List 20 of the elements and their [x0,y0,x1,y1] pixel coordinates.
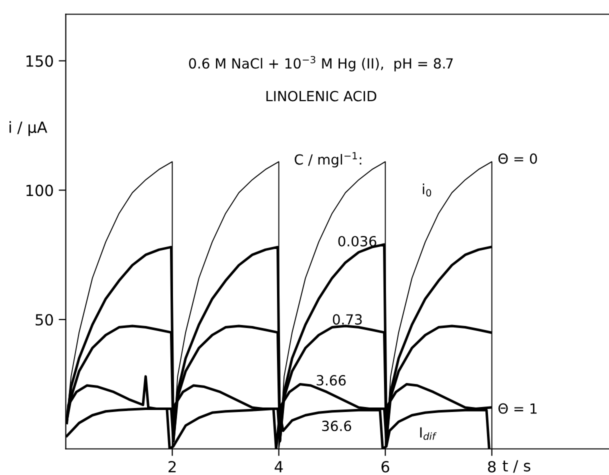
series-label: 0.73 [332,314,362,325]
x-tick-label: 4 [274,461,283,472]
annotation: Θ = 0 [498,153,537,164]
series-label: 3.66 [316,375,346,386]
y-tick-label: 50 [36,314,53,326]
x-tick-label: 6 [382,460,390,473]
x-axis-title: t / s [502,460,530,473]
text: LINOLENIC ACID [266,90,376,102]
text: 0.6 M NaCl + 10$^{−3}$ M Hg (II), pH = 8.7 [189,56,453,72]
y-tick-label: 100 [26,184,53,196]
x-tick-label: 2 [168,460,176,472]
annotation: I$_{dif}$ [420,427,437,440]
annotation: C / mgl$^{−1}$: [294,152,362,168]
y-tick-label: 150 [26,55,53,67]
annotation: i$_{0}$ [422,184,432,197]
series-label: 36.6 [322,420,352,432]
x-tick-label: 8 [488,460,496,473]
y-axis-title: i / µA [10,121,48,136]
annotation: Θ = 1 [498,403,537,414]
series-label: 0.036 [338,236,376,246]
